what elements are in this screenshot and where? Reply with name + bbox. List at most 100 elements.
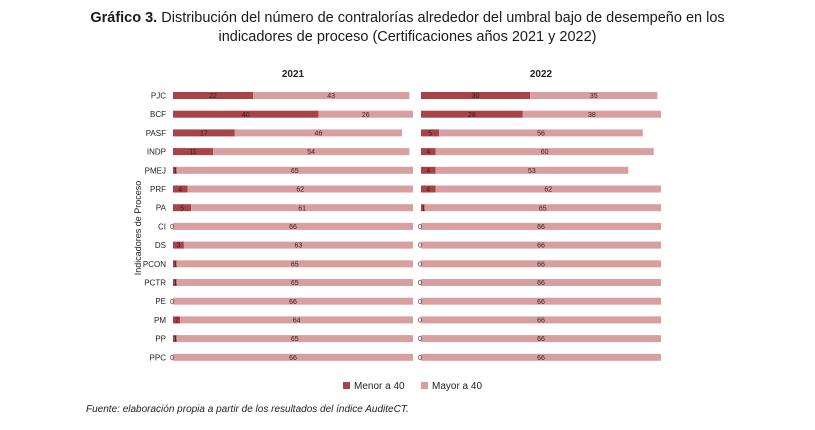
bar-mayor-2021-pctr	[176, 279, 413, 286]
label-mayor-2021-pm: 64	[293, 318, 301, 325]
category-label-pm: PM	[154, 316, 166, 325]
label-menor-2022-pasf: 5	[428, 131, 432, 138]
legend-label-menor: Menor a 40	[354, 381, 405, 392]
bar-mayor-2021-pcon	[176, 260, 413, 268]
bar-menor-2021-prf	[173, 185, 188, 193]
bar-menor-2021-pasf	[173, 129, 235, 137]
category-label-ds: DS	[155, 241, 166, 250]
label-mayor-2021-pasf: 46	[315, 131, 323, 138]
label-mayor-2022-indp: 60	[541, 149, 549, 156]
bar-mayor-2022-pctr	[421, 279, 661, 286]
label-menor-2022-prf: 4	[426, 187, 430, 194]
label-menor-2021-indp: 11	[189, 149, 196, 156]
label-mayor-2022-pctr: 66	[537, 280, 545, 287]
label-menor-2022-pcon: 0	[418, 261, 422, 268]
bar-mayor-2021-ci	[173, 222, 413, 230]
bar-menor-2021-pa	[173, 204, 192, 212]
label-mayor-2021-indp: 54	[307, 149, 315, 156]
category-label-pcon: PCON	[143, 260, 166, 269]
label-mayor-2022-ci: 66	[537, 224, 545, 231]
panel-2022: 2022 30 35 28 38 5 56 4 60 4 53 4 62 1 65 0 66 0 66 0 66 0 66 0…	[418, 69, 661, 362]
bar-mayor-2022-pcon	[421, 260, 661, 268]
bar-menor-2021-ds	[173, 241, 184, 249]
category-label-pe: PE	[155, 297, 166, 306]
label-menor-2022-ds: 0	[418, 243, 422, 250]
category-label-pmej: PMEJ	[145, 166, 166, 175]
bar-mayor-2022-pm	[421, 316, 661, 324]
label-menor-2021-ds: 3	[177, 243, 181, 250]
bar-mayor-2022-pmej	[435, 166, 629, 174]
bar-menor-2022-pmej	[421, 166, 436, 174]
label-mayor-2021-ci: 66	[289, 224, 297, 231]
label-mayor-2022-pcon: 66	[537, 261, 545, 268]
label-mayor-2022-pp: 66	[537, 336, 545, 343]
bar-menor-2021-pcon	[173, 260, 177, 268]
bar-mayor-2021-pjc	[253, 92, 410, 99]
label-mayor-2021-pcon: 65	[291, 261, 299, 268]
bar-mayor-2021-pp	[176, 335, 413, 343]
label-menor-2021-pasf: 17	[200, 131, 208, 138]
bar-mayor-2021-indp	[213, 148, 410, 156]
label-mayor-2021-pe: 66	[289, 299, 297, 306]
category-label-pjc: PJC	[151, 92, 166, 101]
label-menor-2021-pctr: 1	[173, 280, 177, 287]
bar-mayor-2021-ppc	[173, 353, 413, 361]
label-menor-2021-pcon: 1	[173, 261, 177, 268]
bar-menor-2021-pmej	[173, 166, 177, 174]
bar-mayor-2022-prf	[435, 185, 661, 193]
bar-mayor-2022-ppc	[421, 353, 661, 361]
label-mayor-2022-ppc: 66	[537, 355, 545, 362]
category-label-bcf: BCF	[150, 110, 166, 119]
category-label-prf: PRF	[150, 185, 166, 194]
label-menor-2021-pe: 0	[170, 299, 174, 306]
bar-menor-2022-pasf	[421, 129, 440, 137]
bar-mayor-2022-pe	[421, 297, 661, 305]
bar-mayor-2022-ci	[421, 222, 661, 230]
title-line2: indicadores de proceso (Certificaciones …	[218, 29, 597, 45]
bar-menor-2022-pjc	[421, 92, 531, 99]
label-mayor-2022-bcf: 38	[588, 112, 596, 119]
panel-2021: 2021 22 43 40 26 17 46 11 54 1 65 4 62 5 61 0 66 3 63 1 65 1 6…	[170, 69, 413, 362]
label-mayor-2021-ppc: 66	[289, 355, 297, 362]
label-menor-2021-ci: 0	[170, 224, 174, 231]
bar-menor-2021-indp	[173, 148, 213, 156]
y-axis-title: Indicadores de Proceso	[133, 181, 143, 276]
bar-mayor-2021-bcf	[318, 110, 413, 118]
bar-menor-2022-indp	[421, 148, 436, 156]
bar-mayor-2022-pasf	[439, 129, 643, 137]
label-menor-2022-ci: 0	[418, 224, 422, 231]
label-menor-2021-prf: 4	[178, 187, 182, 194]
bar-mayor-2022-pa	[424, 204, 661, 212]
label-menor-2022-bcf: 28	[468, 112, 476, 119]
bar-menor-2021-pctr	[173, 279, 177, 286]
legend-swatch-menor	[343, 382, 350, 389]
bar-mayor-2022-ds	[421, 241, 661, 249]
label-mayor-2021-prf: 62	[296, 187, 304, 194]
label-menor-2021-pmej: 1	[173, 168, 177, 175]
title-line1: Distribución del número de contralorías …	[161, 10, 725, 26]
category-label-ppc: PPC	[150, 353, 167, 362]
label-menor-2022-pmej: 4	[426, 168, 430, 175]
label-mayor-2021-bcf: 26	[362, 112, 370, 119]
label-menor-2022-pp: 0	[418, 336, 422, 343]
label-menor-2021-pm: 2	[175, 318, 179, 325]
label-mayor-2022-ds: 66	[537, 243, 545, 250]
label-mayor-2021-pa: 61	[298, 205, 306, 212]
chart-title: Gráfico 3. Distribución del número de co…	[0, 9, 815, 47]
bar-menor-2022-prf	[421, 185, 436, 193]
bar-mayor-2021-pe	[173, 297, 413, 305]
bar-menor-2021-bcf	[173, 110, 319, 118]
category-label-pa: PA	[156, 204, 167, 213]
label-mayor-2021-pctr: 65	[291, 280, 299, 287]
category-label-pctr: PCTR	[144, 279, 166, 288]
label-mayor-2021-ds: 63	[295, 243, 303, 250]
bar-mayor-2021-pa	[191, 204, 413, 212]
label-mayor-2022-pa: 65	[539, 205, 547, 212]
label-menor-2022-pctr: 0	[418, 280, 422, 287]
legend-swatch-mayor	[421, 382, 428, 389]
title-prefix: Gráfico 3.	[90, 10, 158, 26]
bar-mayor-2021-ds	[183, 241, 413, 249]
label-menor-2021-ppc: 0	[170, 355, 174, 362]
bar-mayor-2021-pasf	[234, 129, 403, 137]
